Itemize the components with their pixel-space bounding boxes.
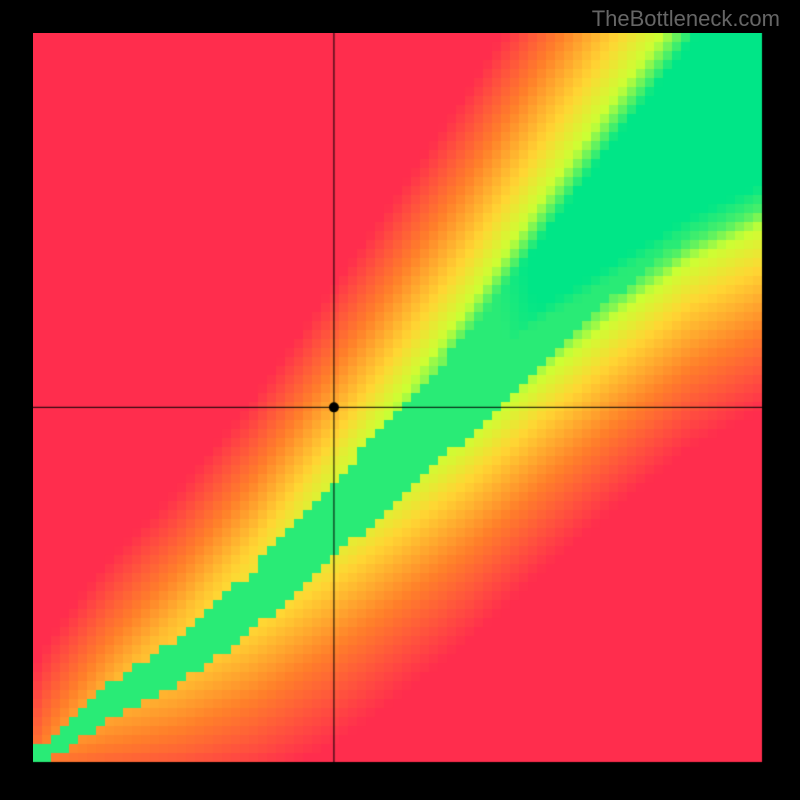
bottleneck-heatmap — [33, 33, 767, 767]
chart-container: TheBottleneck.com — [0, 0, 800, 800]
watermark-text: TheBottleneck.com — [592, 6, 780, 32]
